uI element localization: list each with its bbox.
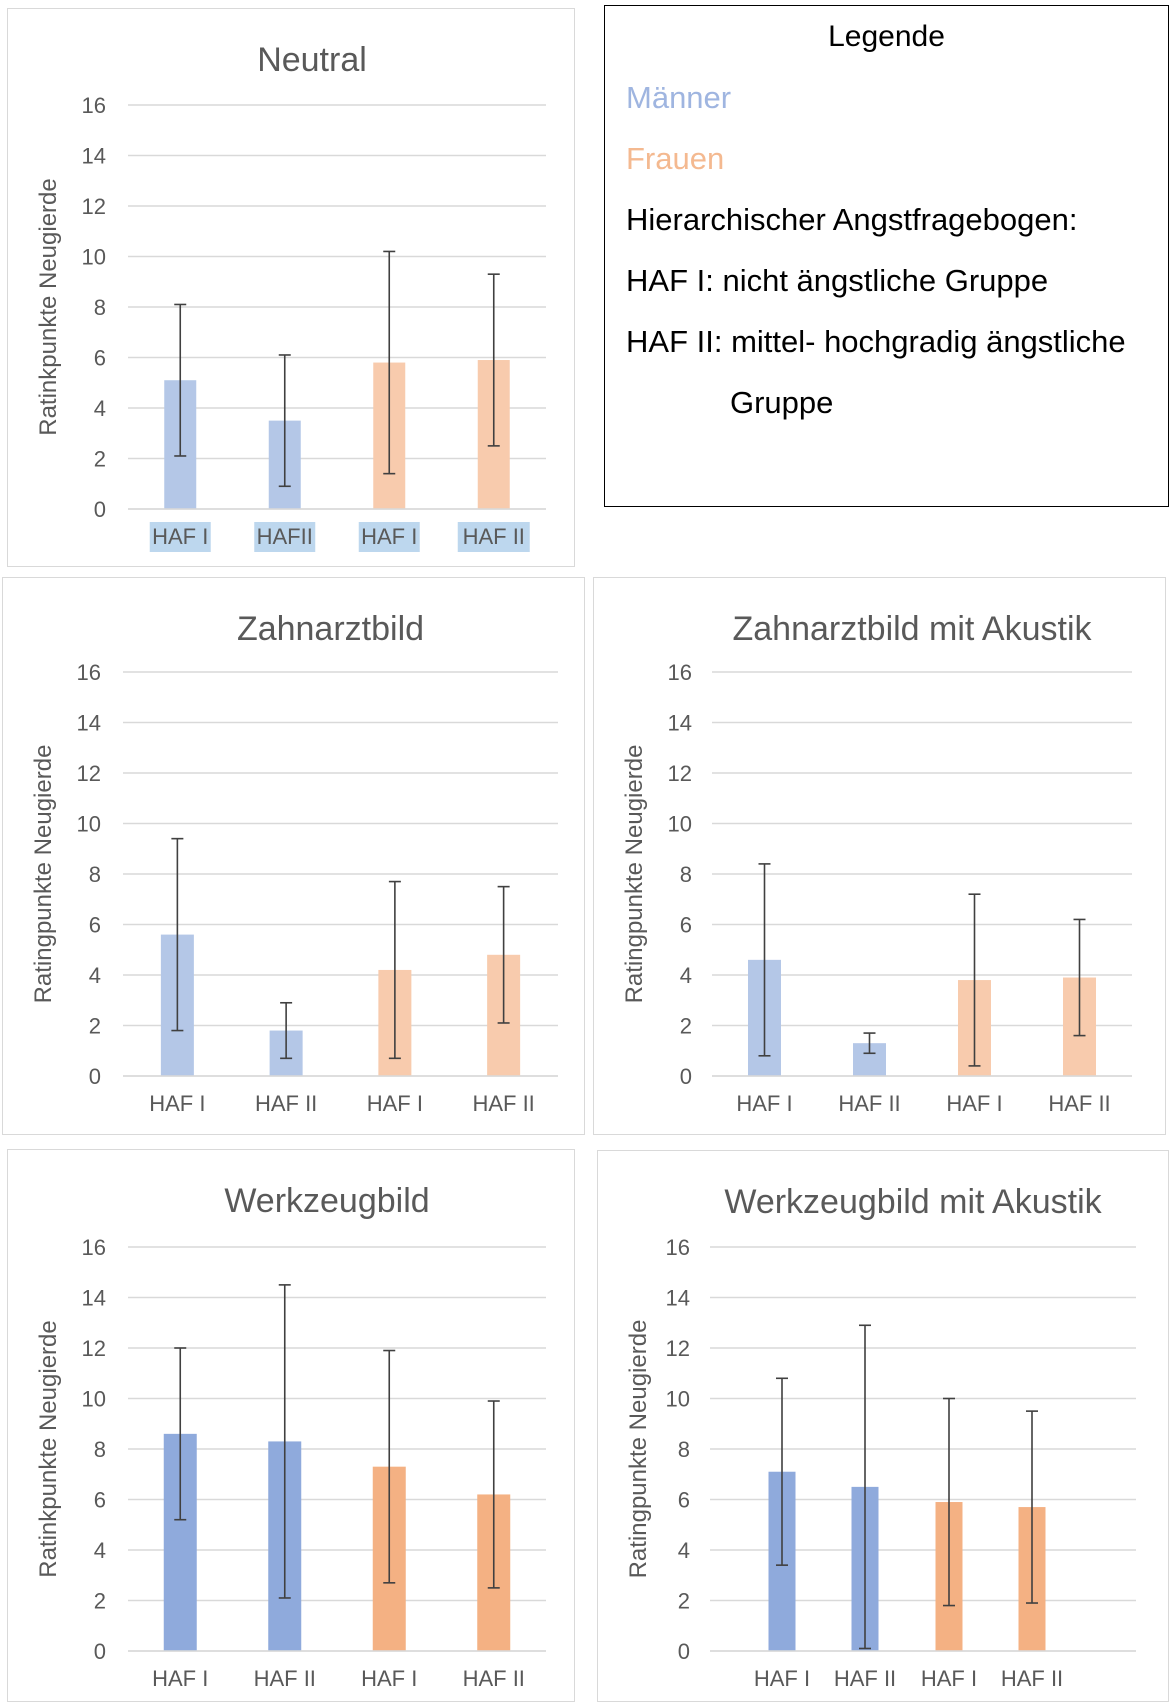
category-label-highlight [149, 522, 211, 552]
y-tick-label: 12 [668, 761, 692, 786]
y-tick-label: 4 [94, 1538, 106, 1563]
y-tick-label: 12 [666, 1336, 690, 1361]
y-tick-label: 8 [94, 295, 106, 320]
y-tick-label: 10 [82, 245, 106, 270]
y-tick-label: 14 [666, 1286, 690, 1311]
category-label: HAF II [472, 1091, 534, 1116]
category-label: HAF I [754, 1666, 810, 1691]
y-tick-label: 8 [678, 1437, 690, 1462]
category-label: HAF II [1048, 1091, 1110, 1116]
chart-svg: Zahnarztbild 0 2 4 6 8 10 12 14 16 Ratingpunkte Ne… [30, 610, 558, 1116]
chart-svg: Neutral 0 2 4 6 8 10 12 14 16 Ratinkpunkte Neugier… [35, 41, 546, 552]
y-tick-label: 2 [678, 1589, 690, 1614]
legend-haf2: HAF II: mittel- hochgradig ängstliche [626, 324, 1126, 359]
legend-title: Legende [828, 20, 945, 53]
category-label: HAF II [838, 1091, 900, 1116]
y-tick-label: 6 [94, 1488, 106, 1513]
category-label: HAF I [149, 1091, 205, 1116]
category-label: HAF II [463, 524, 525, 549]
y-tick-label: 10 [666, 1387, 690, 1412]
category-label: HAF II [255, 1091, 317, 1116]
chart-title: Zahnarztbild mit Akustik [732, 610, 1092, 648]
y-tick-label: 16 [668, 660, 692, 685]
category-label: HAF I [736, 1091, 792, 1116]
y-tick-label: 8 [89, 862, 101, 887]
y-tick-label: 16 [666, 1235, 690, 1260]
legend-box: Legende Männer Frauen Hierarchischer Ang… [604, 5, 1169, 507]
legend-men: Männer [626, 80, 732, 115]
category-label-highlight [254, 522, 316, 552]
category-label: HAF I [361, 524, 417, 549]
category-label: HAF I [152, 524, 208, 549]
y-tick-label: 14 [82, 144, 106, 169]
y-tick-label: 2 [94, 447, 106, 472]
y-tick-label: 0 [94, 497, 106, 522]
chart-svg: Werkzeugbild mit Akustik 0 2 4 6 8 10 12 14 16 Rat… [625, 1183, 1136, 1691]
y-tick-label: 2 [94, 1589, 106, 1614]
category-label-highlight [457, 522, 530, 552]
chart-title: Werkzeugbild mit Akustik [724, 1183, 1102, 1221]
category-label: HAF I [946, 1091, 1002, 1116]
y-tick-label: 14 [82, 1286, 106, 1311]
y-tick-label: 16 [82, 93, 106, 118]
y-tick-label: 4 [89, 963, 101, 988]
chart-panel-zahnarztbild-akustik: Zahnarztbild mit Akustik 0 2 4 6 8 10 12 14 16 Rat… [593, 577, 1166, 1135]
category-label: HAF II [463, 1666, 525, 1691]
category-label: HAF I [152, 1666, 208, 1691]
y-tick-label: 8 [680, 862, 692, 887]
y-axis-label: Ratingpunkte Neugierde [30, 745, 57, 1004]
legend-women: Frauen [626, 141, 725, 176]
y-tick-label: 6 [94, 346, 106, 371]
legend-haf-title: Hierarchischer Angstfragebogen: [626, 202, 1078, 237]
chart-panel-zahnarztbild: Zahnarztbild 0 2 4 6 8 10 12 14 16 Ratingpunkte Ne… [2, 577, 585, 1135]
y-axis-label: Ratingpunkte Neugierde [625, 1320, 652, 1579]
y-tick-label: 14 [77, 711, 101, 736]
y-tick-label: 12 [82, 194, 106, 219]
y-axis-label: Ratinkpunkte Neugierde [35, 1320, 62, 1578]
y-tick-label: 2 [680, 1014, 692, 1039]
chart-svg: Werkzeugbild 0 2 4 6 8 10 12 14 16 Ratinkpunkte Ne… [35, 1182, 546, 1691]
y-tick-label: 0 [89, 1064, 101, 1089]
y-tick-label: 0 [678, 1639, 690, 1664]
y-tick-label: 10 [82, 1387, 106, 1412]
y-tick-label: 6 [678, 1488, 690, 1513]
y-tick-label: 0 [680, 1064, 692, 1089]
category-label: HAFII [257, 524, 313, 549]
y-tick-label: 12 [82, 1336, 106, 1361]
category-label: HAF I [921, 1666, 977, 1691]
category-label-highlight [358, 522, 420, 552]
y-axis-label: Ratingpunkte Neugierde [621, 745, 648, 1004]
y-tick-label: 12 [77, 761, 101, 786]
y-tick-label: 16 [82, 1235, 106, 1260]
y-tick-label: 4 [94, 396, 106, 421]
y-tick-label: 4 [678, 1538, 690, 1563]
chart-title: Zahnarztbild [237, 610, 424, 648]
y-tick-label: 8 [94, 1437, 106, 1462]
y-tick-label: 10 [668, 812, 692, 837]
y-tick-label: 0 [94, 1639, 106, 1664]
category-label: HAF I [361, 1666, 417, 1691]
chart-svg: Zahnarztbild mit Akustik 0 2 4 6 8 10 12 14 16 Rat… [621, 610, 1132, 1116]
chart-panel-werkzeugbild-akustik: Werkzeugbild mit Akustik 0 2 4 6 8 10 12 14 16 Rat… [597, 1150, 1169, 1702]
y-tick-label: 6 [89, 913, 101, 938]
chart-panel-neutral: Neutral 0 2 4 6 8 10 12 14 16 Ratinkpunkte Neugier… [7, 8, 575, 567]
category-label: HAF II [254, 1666, 316, 1691]
category-label: HAF I [367, 1091, 423, 1116]
y-tick-label: 2 [89, 1014, 101, 1039]
y-tick-label: 14 [668, 711, 692, 736]
y-tick-label: 16 [77, 660, 101, 685]
chart-title: Neutral [257, 41, 367, 79]
chart-panel-werkzeugbild: Werkzeugbild 0 2 4 6 8 10 12 14 16 Ratinkpunkte Ne… [7, 1149, 575, 1702]
legend-haf1: HAF I: nicht ängstliche Gruppe [626, 263, 1049, 298]
y-tick-label: 6 [680, 913, 692, 938]
category-label: HAF II [1001, 1666, 1063, 1691]
chart-title: Werkzeugbild [224, 1182, 429, 1220]
y-tick-label: 4 [680, 963, 692, 988]
y-axis-label: Ratinkpunkte Neugierde [35, 178, 62, 436]
y-tick-label: 10 [77, 812, 101, 837]
legend-haf2-cont: Gruppe [730, 385, 834, 420]
category-label: HAF II [834, 1666, 896, 1691]
